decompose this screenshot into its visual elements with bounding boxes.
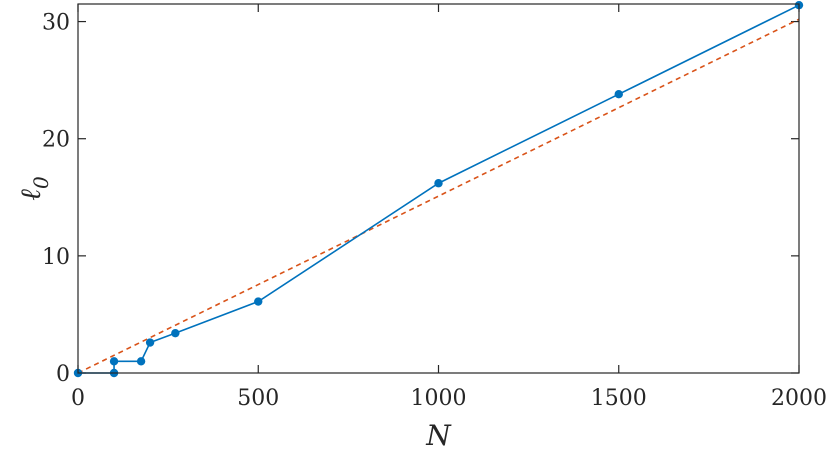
y-tick-label: 30 bbox=[42, 11, 70, 36]
y-tick-label: 20 bbox=[42, 128, 70, 153]
y-tick-label: 10 bbox=[42, 245, 70, 270]
data-point bbox=[136, 357, 146, 366]
data-point bbox=[614, 90, 623, 99]
series-layer bbox=[73, 0, 804, 378]
data-point bbox=[145, 338, 155, 347]
x-tick-label: 0 bbox=[71, 386, 85, 411]
y-axis-label-subscript: 0 bbox=[29, 176, 53, 189]
x-tick-label: 1500 bbox=[591, 386, 647, 411]
data-point bbox=[434, 179, 443, 188]
fit-line bbox=[77, 18, 800, 374]
data-point bbox=[171, 328, 180, 338]
tick-labels-layer: 0 500 1000 1500 2000 0 10 20 30 bbox=[42, 11, 827, 411]
fit-line-layer bbox=[77, 18, 800, 374]
x-tick-label: 2000 bbox=[771, 386, 827, 411]
x-tick-label: 1000 bbox=[411, 386, 467, 411]
x-axis-label: N bbox=[425, 419, 452, 449]
plot-frame bbox=[77, 3, 800, 374]
x-tick-label: 500 bbox=[237, 386, 279, 411]
y-axis-label: ℓ0 bbox=[14, 176, 53, 201]
y-axis-label-main: ℓ bbox=[14, 189, 47, 201]
data-point bbox=[109, 357, 119, 366]
data-series-line bbox=[78, 4, 800, 374]
data-point bbox=[254, 297, 263, 306]
y-tick-label: 0 bbox=[56, 362, 70, 387]
